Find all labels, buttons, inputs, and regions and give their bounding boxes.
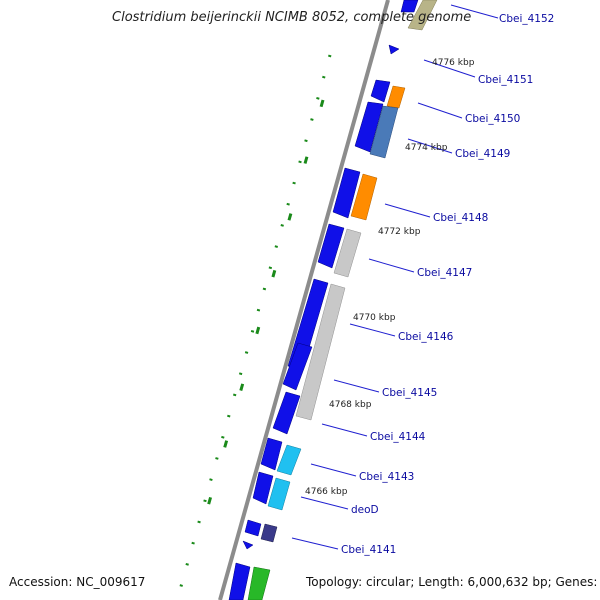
gene-deod-forward[interactable] [252, 471, 274, 505]
gene-cbei-4143-cyan[interactable] [276, 444, 302, 476]
gene-cbei-4144-forward[interactable] [272, 391, 301, 435]
kbp-label-4766: 4766 kbp [305, 487, 348, 497]
gene-label-cbei-4146[interactable]: Cbei_4146 [398, 331, 454, 343]
gene-cbei-4147-forward[interactable] [317, 223, 345, 269]
gene-label-cbei-4147[interactable]: Cbei_4147 [417, 267, 472, 279]
connector-deod [300, 496, 349, 510]
kbp-label-4768: 4768 kbp [329, 400, 372, 410]
label-connectors [291, 4, 499, 550]
kbp-label-4772: 4772 kbp [378, 227, 421, 237]
connector-cbei-4151 [423, 59, 476, 78]
gene-label-cbei-4151[interactable]: Cbei_4151 [478, 74, 533, 86]
gene-label-cbei-4143[interactable]: Cbei_4143 [359, 471, 414, 483]
connector-cbei-4146 [349, 323, 396, 337]
kbp-label-4776: 4776 kbp [432, 58, 475, 68]
genome-summary-text: Topology: circular; Length: 6,000,632 bp… [306, 575, 600, 589]
connector-cbei-4145 [333, 379, 380, 393]
gene-label-cbei-4149[interactable]: Cbei_4149 [455, 148, 510, 160]
gene-cbei-4141-purple[interactable] [260, 523, 278, 543]
gene-cbei-4143-forward[interactable] [260, 437, 283, 471]
gene-cbei-4148-orange[interactable] [350, 173, 378, 221]
connector-cbei-4143 [310, 463, 357, 477]
gene-cbei-4141-forward[interactable] [244, 519, 262, 537]
kbp-label-4770: 4770 kbp [353, 313, 396, 323]
gene-label-cbei-4150[interactable]: Cbei_4150 [465, 113, 520, 125]
gene-label-cbei-4148[interactable]: Cbei_4148 [433, 212, 488, 224]
gene-bottom-forward[interactable] [228, 562, 251, 600]
connector-cbei-4148 [384, 203, 431, 218]
tick-ring [205, 99, 325, 511]
gene-cbei-4151-forward[interactable] [370, 79, 391, 103]
gene-label-cbei-4144[interactable]: Cbei_4144 [370, 431, 426, 443]
connector-cbei-4152 [450, 4, 499, 19]
gene-label-deod[interactable]: deoD [351, 504, 379, 516]
map-title: Clostridium beijerinckii NCIMB 8052, com… [112, 10, 472, 25]
gene-cbei-4145-forward[interactable] [282, 342, 313, 391]
gene-cbei-4141b-forward[interactable] [242, 540, 254, 550]
kbp-label-4774: 4774 kbp [405, 143, 448, 153]
connector-cbei-4144 [321, 423, 368, 437]
gene-label-cbei-4152[interactable]: Cbei_4152 [499, 13, 554, 25]
gene-cbei-4150-steelblue[interactable] [369, 105, 399, 159]
connector-cbei-4150 [417, 102, 463, 119]
connector-cbei-4147 [368, 258, 415, 273]
genome-backbone [218, 0, 390, 600]
gene-cbei-4150-forward[interactable] [354, 101, 384, 153]
gene-cbei-4152-reverse[interactable] [407, 0, 438, 31]
gene-cbei-4147-gray[interactable] [333, 228, 362, 278]
connector-cbei-4149 [407, 138, 453, 154]
gene-cbei-4148-forward[interactable] [332, 167, 361, 219]
gene-label-cbei-4141[interactable]: Cbei_4141 [341, 544, 396, 556]
gene-deod-cyan[interactable] [267, 477, 291, 511]
connector-cbei-4141 [291, 537, 339, 550]
dotted-ring [178, 54, 332, 591]
gene-bottom-green[interactable] [247, 566, 271, 600]
gene-label-cbei-4145[interactable]: Cbei_4145 [382, 387, 437, 399]
gene-cbei-4146-gray[interactable] [295, 283, 346, 421]
gene-cbei-4150-orange[interactable] [386, 85, 406, 109]
forward-strand-features [228, 0, 419, 600]
accession-text: Accession: NC_009617 [9, 575, 146, 589]
gene-cbei-4152-forward[interactable] [400, 0, 419, 13]
gene-small-forward[interactable] [388, 44, 400, 55]
